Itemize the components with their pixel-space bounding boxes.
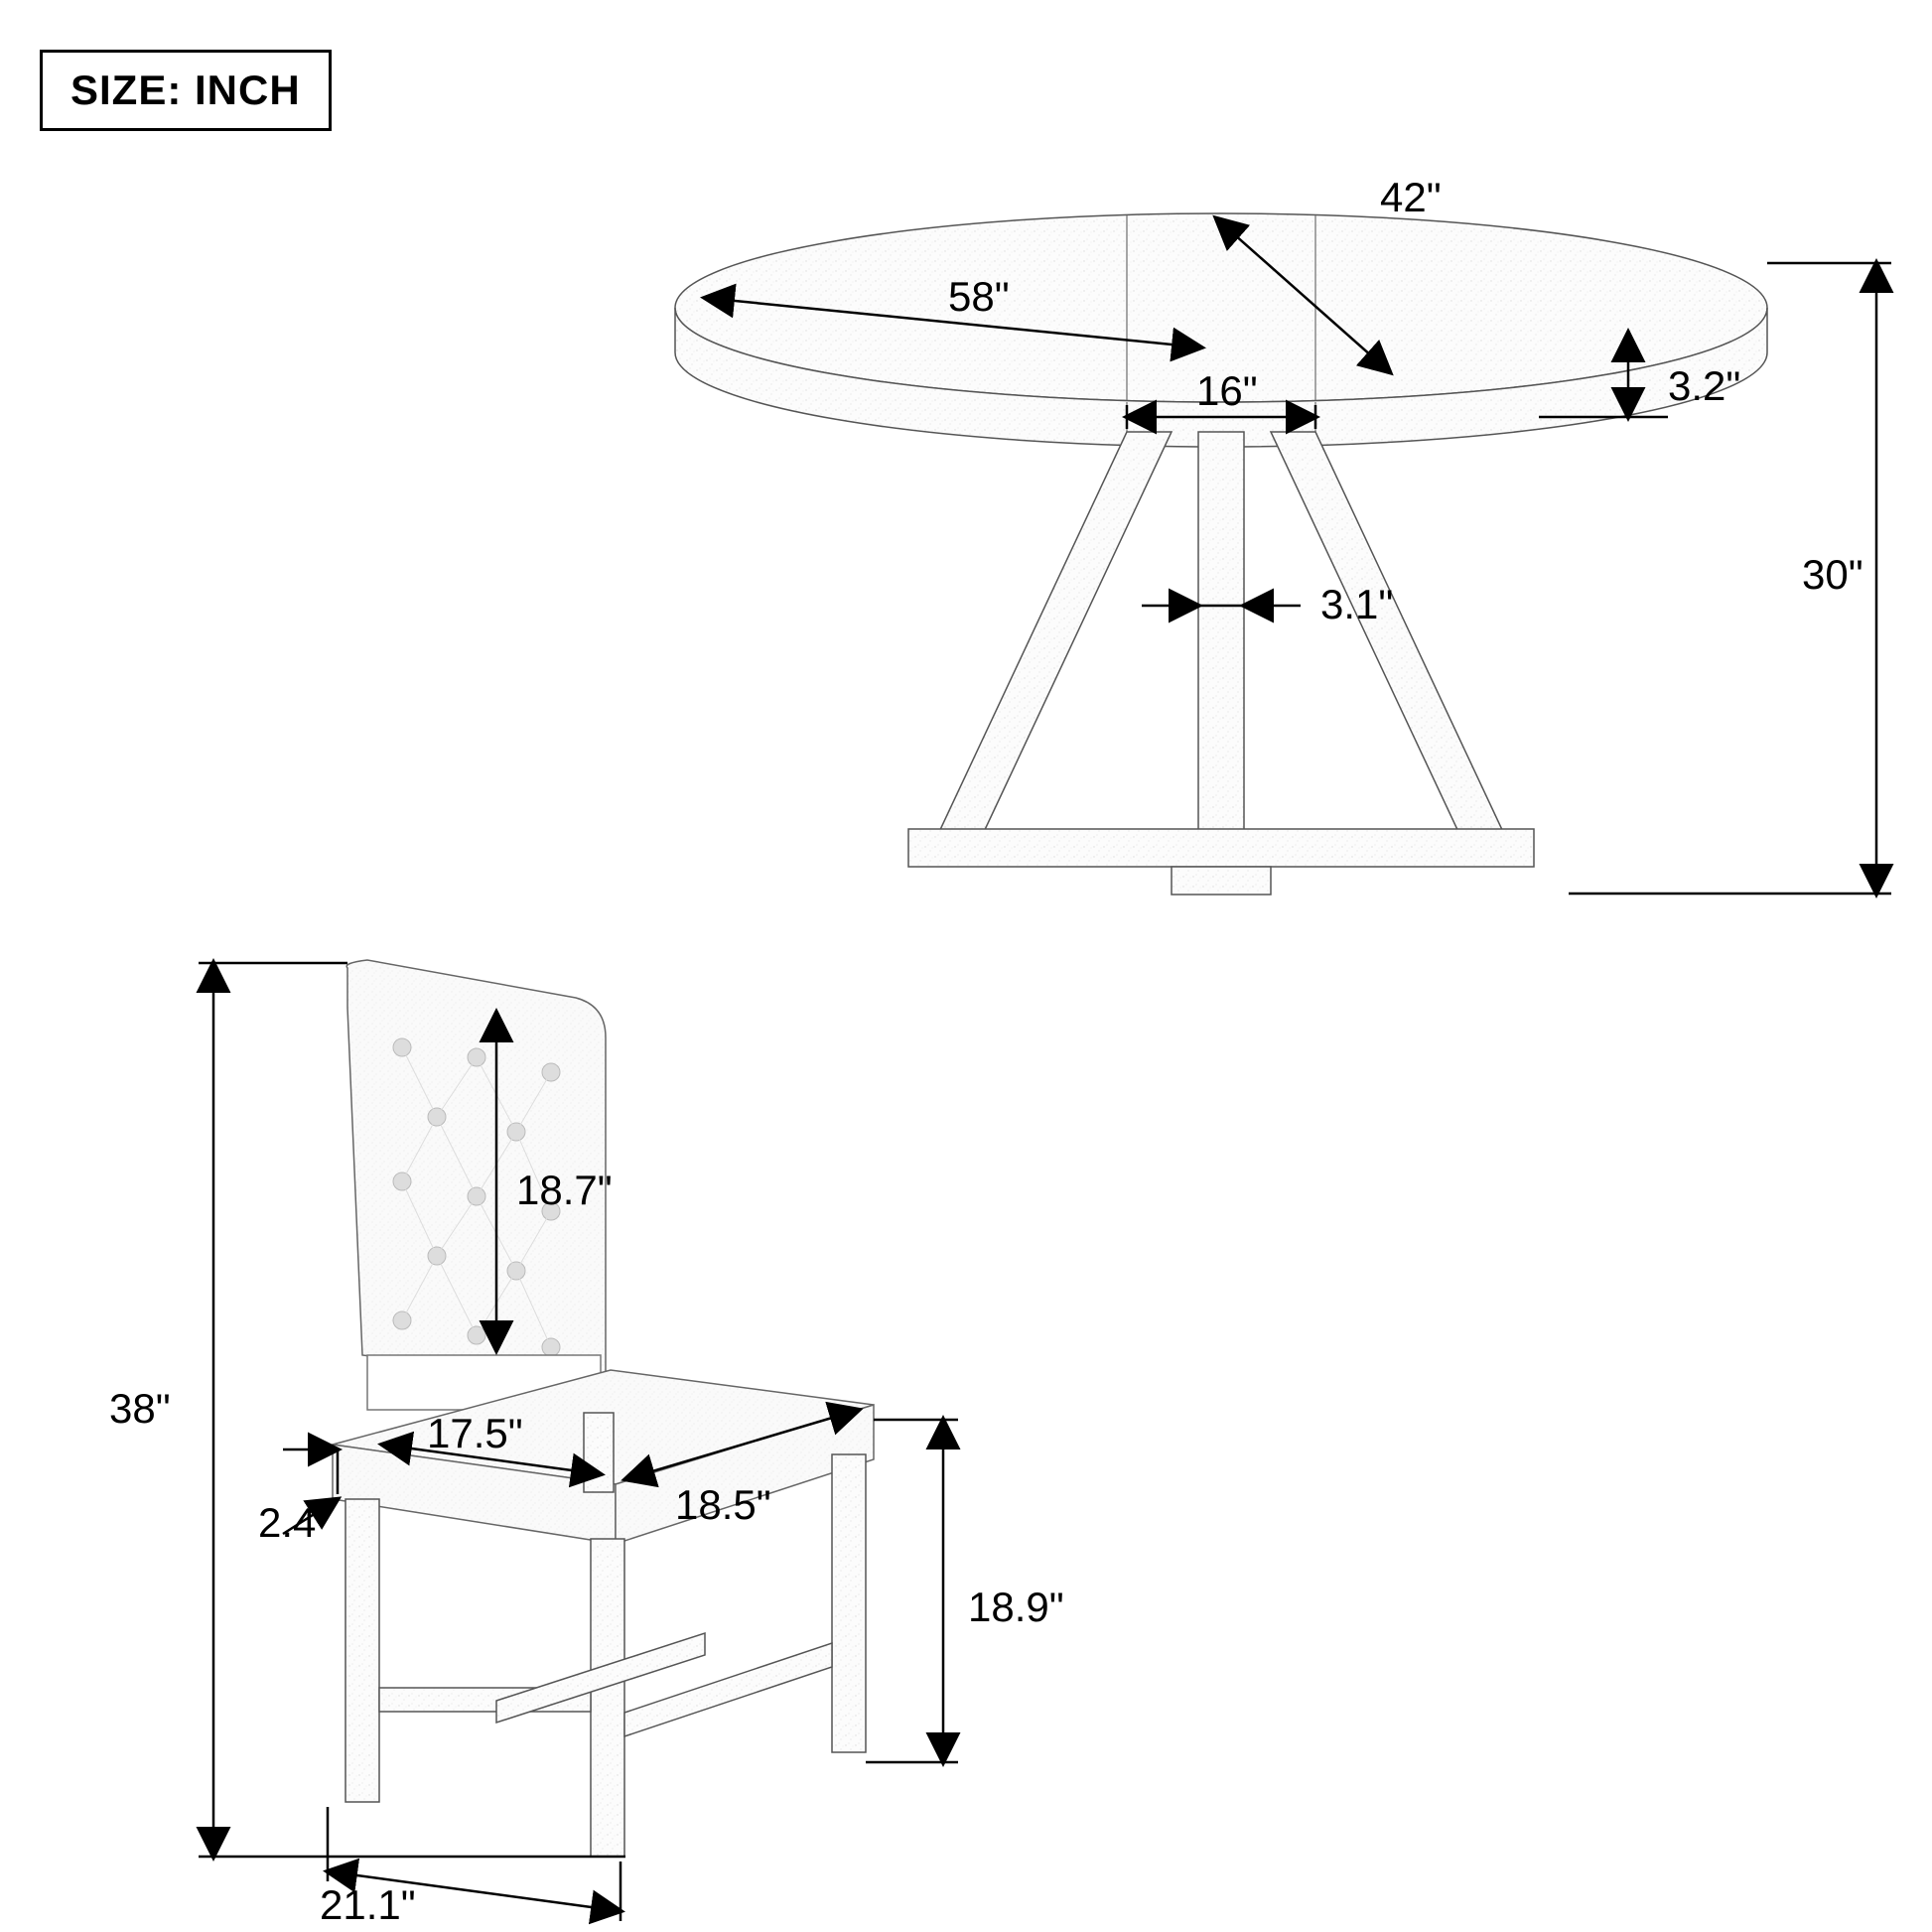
diagram-canvas: SIZE: INCH xyxy=(0,0,1932,1932)
chair-drawing xyxy=(199,960,958,1921)
chair-seat-height-label: 18.9" xyxy=(968,1584,1064,1631)
chair-seat-depth-label: 17.5" xyxy=(427,1410,523,1457)
table-width-label: 42" xyxy=(1380,174,1442,221)
table-leg-label: 3.1" xyxy=(1320,581,1393,628)
table-height-label: 30" xyxy=(1802,551,1863,599)
chair-depth-label: 21.1" xyxy=(320,1881,416,1929)
table-length-label: 58" xyxy=(948,273,1010,321)
chair-back-label: 18.7" xyxy=(516,1167,613,1214)
chair-seat-thick-label: 2.4" xyxy=(258,1499,331,1547)
chair-seat-width-label: 18.5" xyxy=(675,1481,771,1529)
chair-height-label: 38" xyxy=(109,1385,171,1433)
table-drawing xyxy=(675,213,1891,895)
table-leaf-label: 16" xyxy=(1196,367,1258,415)
table-apron-label: 3.2" xyxy=(1668,362,1740,410)
